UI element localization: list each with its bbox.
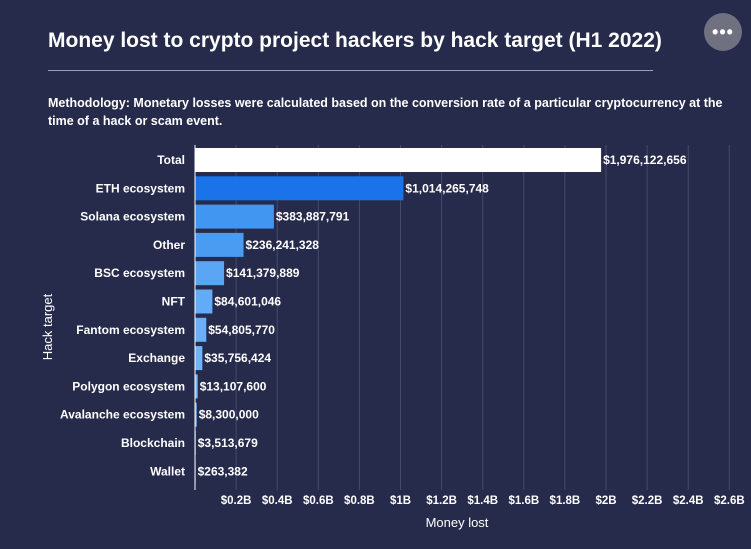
category-label: Exchange	[128, 351, 185, 365]
bar[interactable]	[195, 317, 207, 342]
x-tick-label: $2.2B	[632, 495, 663, 507]
bar[interactable]	[195, 261, 225, 286]
data-label: $54,805,770	[208, 323, 275, 337]
category-label: Total	[157, 153, 185, 167]
category-label: NFT	[162, 295, 186, 309]
more-options-button[interactable]: •••	[704, 13, 742, 51]
x-axis-label: Money lost	[426, 515, 489, 530]
x-tick-label: $1.4B	[467, 495, 498, 507]
x-tick-label: $2B	[595, 495, 616, 507]
x-tick-label: $0.2B	[221, 495, 252, 507]
data-labels: $1,976,122,656 $1,014,265,748 $383,887,791…	[198, 153, 687, 478]
title-divider	[48, 70, 653, 71]
data-label: $8,300,000	[199, 408, 259, 422]
bars	[195, 148, 602, 484]
category-labels: Total ETH ecosystem Solana ecosystem Other B…	[60, 153, 186, 478]
x-tick-label: $0.8B	[344, 495, 375, 507]
bar[interactable]	[195, 374, 198, 399]
data-label: $1,014,265,748	[405, 181, 489, 195]
bar[interactable]	[195, 402, 197, 427]
category-label: BSC ecosystem	[94, 266, 185, 280]
x-tick-label: $2.4B	[673, 495, 704, 507]
x-tick-label: $0.6B	[303, 495, 334, 507]
more-options-icon: •••	[712, 21, 734, 42]
bar[interactable]	[195, 289, 213, 314]
data-label: $13,107,600	[200, 379, 267, 393]
x-tick-label: $1.2B	[426, 495, 457, 507]
data-label: $3,513,679	[198, 436, 258, 450]
y-axis-label: Hack target	[40, 293, 55, 360]
data-label: $263,382	[198, 464, 248, 478]
data-label: $84,601,046	[214, 295, 281, 309]
category-label: Fantom ecosystem	[76, 323, 185, 337]
x-tick-label: $1.6B	[508, 495, 539, 507]
category-label: Wallet	[150, 464, 185, 478]
bar[interactable]	[195, 346, 203, 371]
grid-lines	[235, 145, 730, 490]
data-label: $141,379,889	[226, 266, 300, 280]
bar[interactable]	[195, 204, 274, 229]
x-tick-label: $1B	[390, 495, 411, 507]
x-tick-label: $1.8B	[550, 495, 581, 507]
bar[interactable]	[195, 232, 244, 257]
bar[interactable]	[195, 176, 404, 201]
category-label: ETH ecosystem	[96, 181, 185, 195]
category-label: Solana ecosystem	[80, 210, 185, 224]
x-tick-label: $0.4B	[262, 495, 293, 507]
data-label: $35,756,424	[204, 351, 271, 365]
category-label: Avalanche ecosystem	[60, 408, 185, 422]
bar[interactable]	[195, 148, 602, 172]
methodology-note: Methodology: Monetary losses were calcul…	[48, 96, 723, 128]
data-label: $1,976,122,656	[603, 153, 687, 167]
category-label: Polygon ecosystem	[72, 379, 185, 393]
data-label: $236,241,328	[246, 238, 320, 252]
category-label: Other	[153, 238, 185, 252]
x-tick-labels: $0.2B $0.4B $0.6B $0.8B $1B $1.2B $1.4B $1.6B $1…	[221, 495, 745, 507]
chart-title: Money lost to crypto project hackers by …	[48, 29, 662, 52]
data-label: $383,887,791	[276, 210, 350, 224]
x-tick-label: $2.6B	[714, 495, 745, 507]
category-label: Blockchain	[121, 436, 185, 450]
